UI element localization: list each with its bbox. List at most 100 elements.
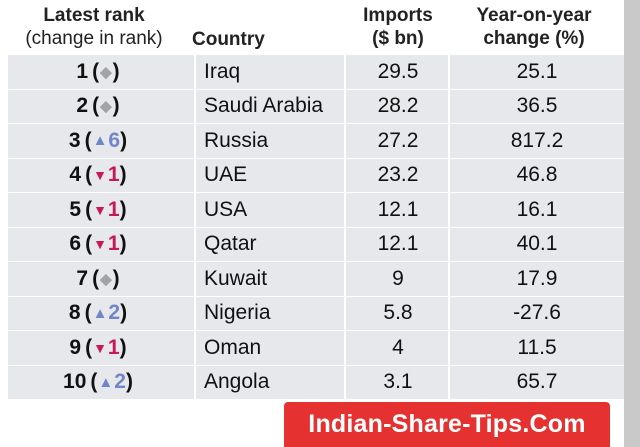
close-paren: ) <box>120 301 128 325</box>
country-cell: Russia <box>204 128 269 152</box>
header-change-unit: change (%) <box>483 28 585 49</box>
header-country: Country <box>192 28 265 82</box>
close-paren: ) <box>119 197 127 221</box>
table-row: 4(▼ 1) UAE 23.2 46.8 <box>8 157 624 193</box>
table-row: 9(▼ 1) Oman 4 11.5 <box>8 330 624 365</box>
imports-cell: 29.5 <box>377 59 419 83</box>
country-cell: Oman <box>204 335 262 359</box>
rank-down-arrow-icon: ▼ <box>93 236 107 253</box>
header-rank-subtitle: (change in rank) <box>25 28 163 49</box>
rank-number: 7 <box>76 266 89 290</box>
rank-cell: 8(▲ 2) <box>8 297 188 331</box>
yoy-change-cell: 817.2 <box>510 128 564 152</box>
watermark-text: Indian-Share-Tips.Com <box>308 410 586 438</box>
open-paren: ( <box>92 94 100 118</box>
close-paren: ) <box>119 163 127 187</box>
yoy-change-cell: -27.6 <box>513 301 561 325</box>
yoy-change-cell: 46.8 <box>516 163 558 187</box>
yoy-change-cell: 11.5 <box>517 335 557 359</box>
yoy-change-cell: 36.5 <box>516 94 558 118</box>
close-paren: ) <box>112 59 120 83</box>
imports-cell: 28.2 <box>377 94 419 118</box>
table-row: 6(▼ 1) Qatar 12.1 40.1 <box>8 226 624 262</box>
rank-change-value: 6 <box>108 128 121 152</box>
country-cell: Saudi Arabia <box>204 94 324 118</box>
rank-cell: 3(▲ 6) <box>8 124 188 158</box>
rank-change-value: 1 <box>107 232 120 256</box>
rank-cell: 9(▼ 1) <box>8 331 188 365</box>
column-divider <box>448 54 450 399</box>
rank-number: 2 <box>76 94 89 118</box>
rank-up-arrow-icon: ▲ <box>92 132 108 150</box>
imports-cell: 3.1 <box>383 370 413 394</box>
close-paren: ) <box>112 94 120 118</box>
yoy-change-cell: 17.9 <box>516 266 558 290</box>
open-paren: ( <box>84 301 92 325</box>
header-change-title: Year-on-year <box>476 5 592 26</box>
rank-change-value: 1 <box>107 197 120 221</box>
close-paren: ) <box>119 335 127 359</box>
column-divider <box>344 54 346 399</box>
header-imports: Imports ($ bn) <box>344 4 452 58</box>
imports-cell: 5.8 <box>383 301 413 325</box>
open-paren: ( <box>92 59 100 83</box>
country-cell: Kuwait <box>204 266 268 290</box>
oil-imports-table: Latest rank (change in rank) Country Imp… <box>8 0 624 400</box>
table-row: 2(◆) Saudi Arabia 28.2 36.5 <box>8 88 624 124</box>
open-paren: ( <box>90 370 98 394</box>
rank-down-arrow-icon: ▼ <box>93 339 107 356</box>
header-imports-title: Imports <box>363 5 433 26</box>
rank-number: 9 <box>69 335 82 359</box>
right-edge-strip <box>624 0 640 447</box>
open-paren: ( <box>92 266 100 290</box>
rank-change-value: 1 <box>107 335 120 359</box>
rank-number: 5 <box>69 197 82 221</box>
rank-cell: 4(▼ 1) <box>8 159 188 193</box>
table-row: 5(▼ 1) USA 12.1 16.1 <box>8 192 624 227</box>
rank-change-value: 2 <box>114 370 126 394</box>
rank-down-arrow-icon: ▼ <box>93 167 107 184</box>
column-divider <box>194 54 196 399</box>
yoy-change-cell: 65.7 <box>516 370 558 394</box>
rank-cell: 6(▼ 1) <box>8 228 188 262</box>
rank-cell: 5(▼ 1) <box>8 193 188 227</box>
imports-cell: 23.2 <box>377 163 419 187</box>
table-body: 1(◆) Iraq 29.5 25.1 2(◆) Saudi Arabia 28.2 36.5… <box>8 54 624 399</box>
rank-number: 8 <box>68 301 81 325</box>
country-cell: Nigeria <box>204 301 271 325</box>
header-change: Year-on-year change (%) <box>444 4 624 58</box>
rank-change-value: 2 <box>108 301 121 325</box>
open-paren: ( <box>85 232 93 256</box>
header-rank: Latest rank (change in rank) <box>8 4 180 58</box>
imports-cell: 27.2 <box>377 128 419 152</box>
open-paren: ( <box>84 128 92 152</box>
rank-cell: 2(◆) <box>8 90 188 124</box>
header-rank-title: Latest rank <box>43 5 145 26</box>
rank-number: 1 <box>76 59 89 83</box>
rank-number: 10 <box>63 370 87 394</box>
rank-number: 6 <box>69 232 82 256</box>
imports-cell: 9 <box>392 266 404 290</box>
country-cell: UAE <box>204 163 248 187</box>
country-cell: Iraq <box>204 59 241 83</box>
yoy-change-cell: 16.1 <box>516 197 558 221</box>
header-imports-unit: ($ bn) <box>372 28 424 49</box>
rank-cell: 1(◆) <box>8 55 188 89</box>
rank-change-value: 1 <box>107 163 120 187</box>
close-paren: ) <box>125 370 133 394</box>
rank-unchanged-diamond-icon: ◆ <box>100 63 112 81</box>
imports-cell: 12.1 <box>377 197 419 221</box>
rank-unchanged-diamond-icon: ◆ <box>100 270 112 288</box>
table-row: 1(◆) Iraq 29.5 25.1 <box>8 54 624 89</box>
table-row: 10(▲ 2) Angola 3.1 65.7 <box>8 364 624 400</box>
rank-cell: 10(▲ 2) <box>8 366 188 400</box>
rank-down-arrow-icon: ▼ <box>93 201 107 218</box>
open-paren: ( <box>85 163 93 187</box>
close-paren: ) <box>120 128 128 152</box>
rank-up-arrow-icon: ▲ <box>98 373 114 391</box>
country-cell: Qatar <box>204 232 257 256</box>
country-cell: Angola <box>204 370 270 394</box>
table-row: 7(◆) Kuwait 9 17.9 <box>8 261 624 296</box>
imports-cell: 4 <box>392 335 404 359</box>
open-paren: ( <box>85 197 93 221</box>
